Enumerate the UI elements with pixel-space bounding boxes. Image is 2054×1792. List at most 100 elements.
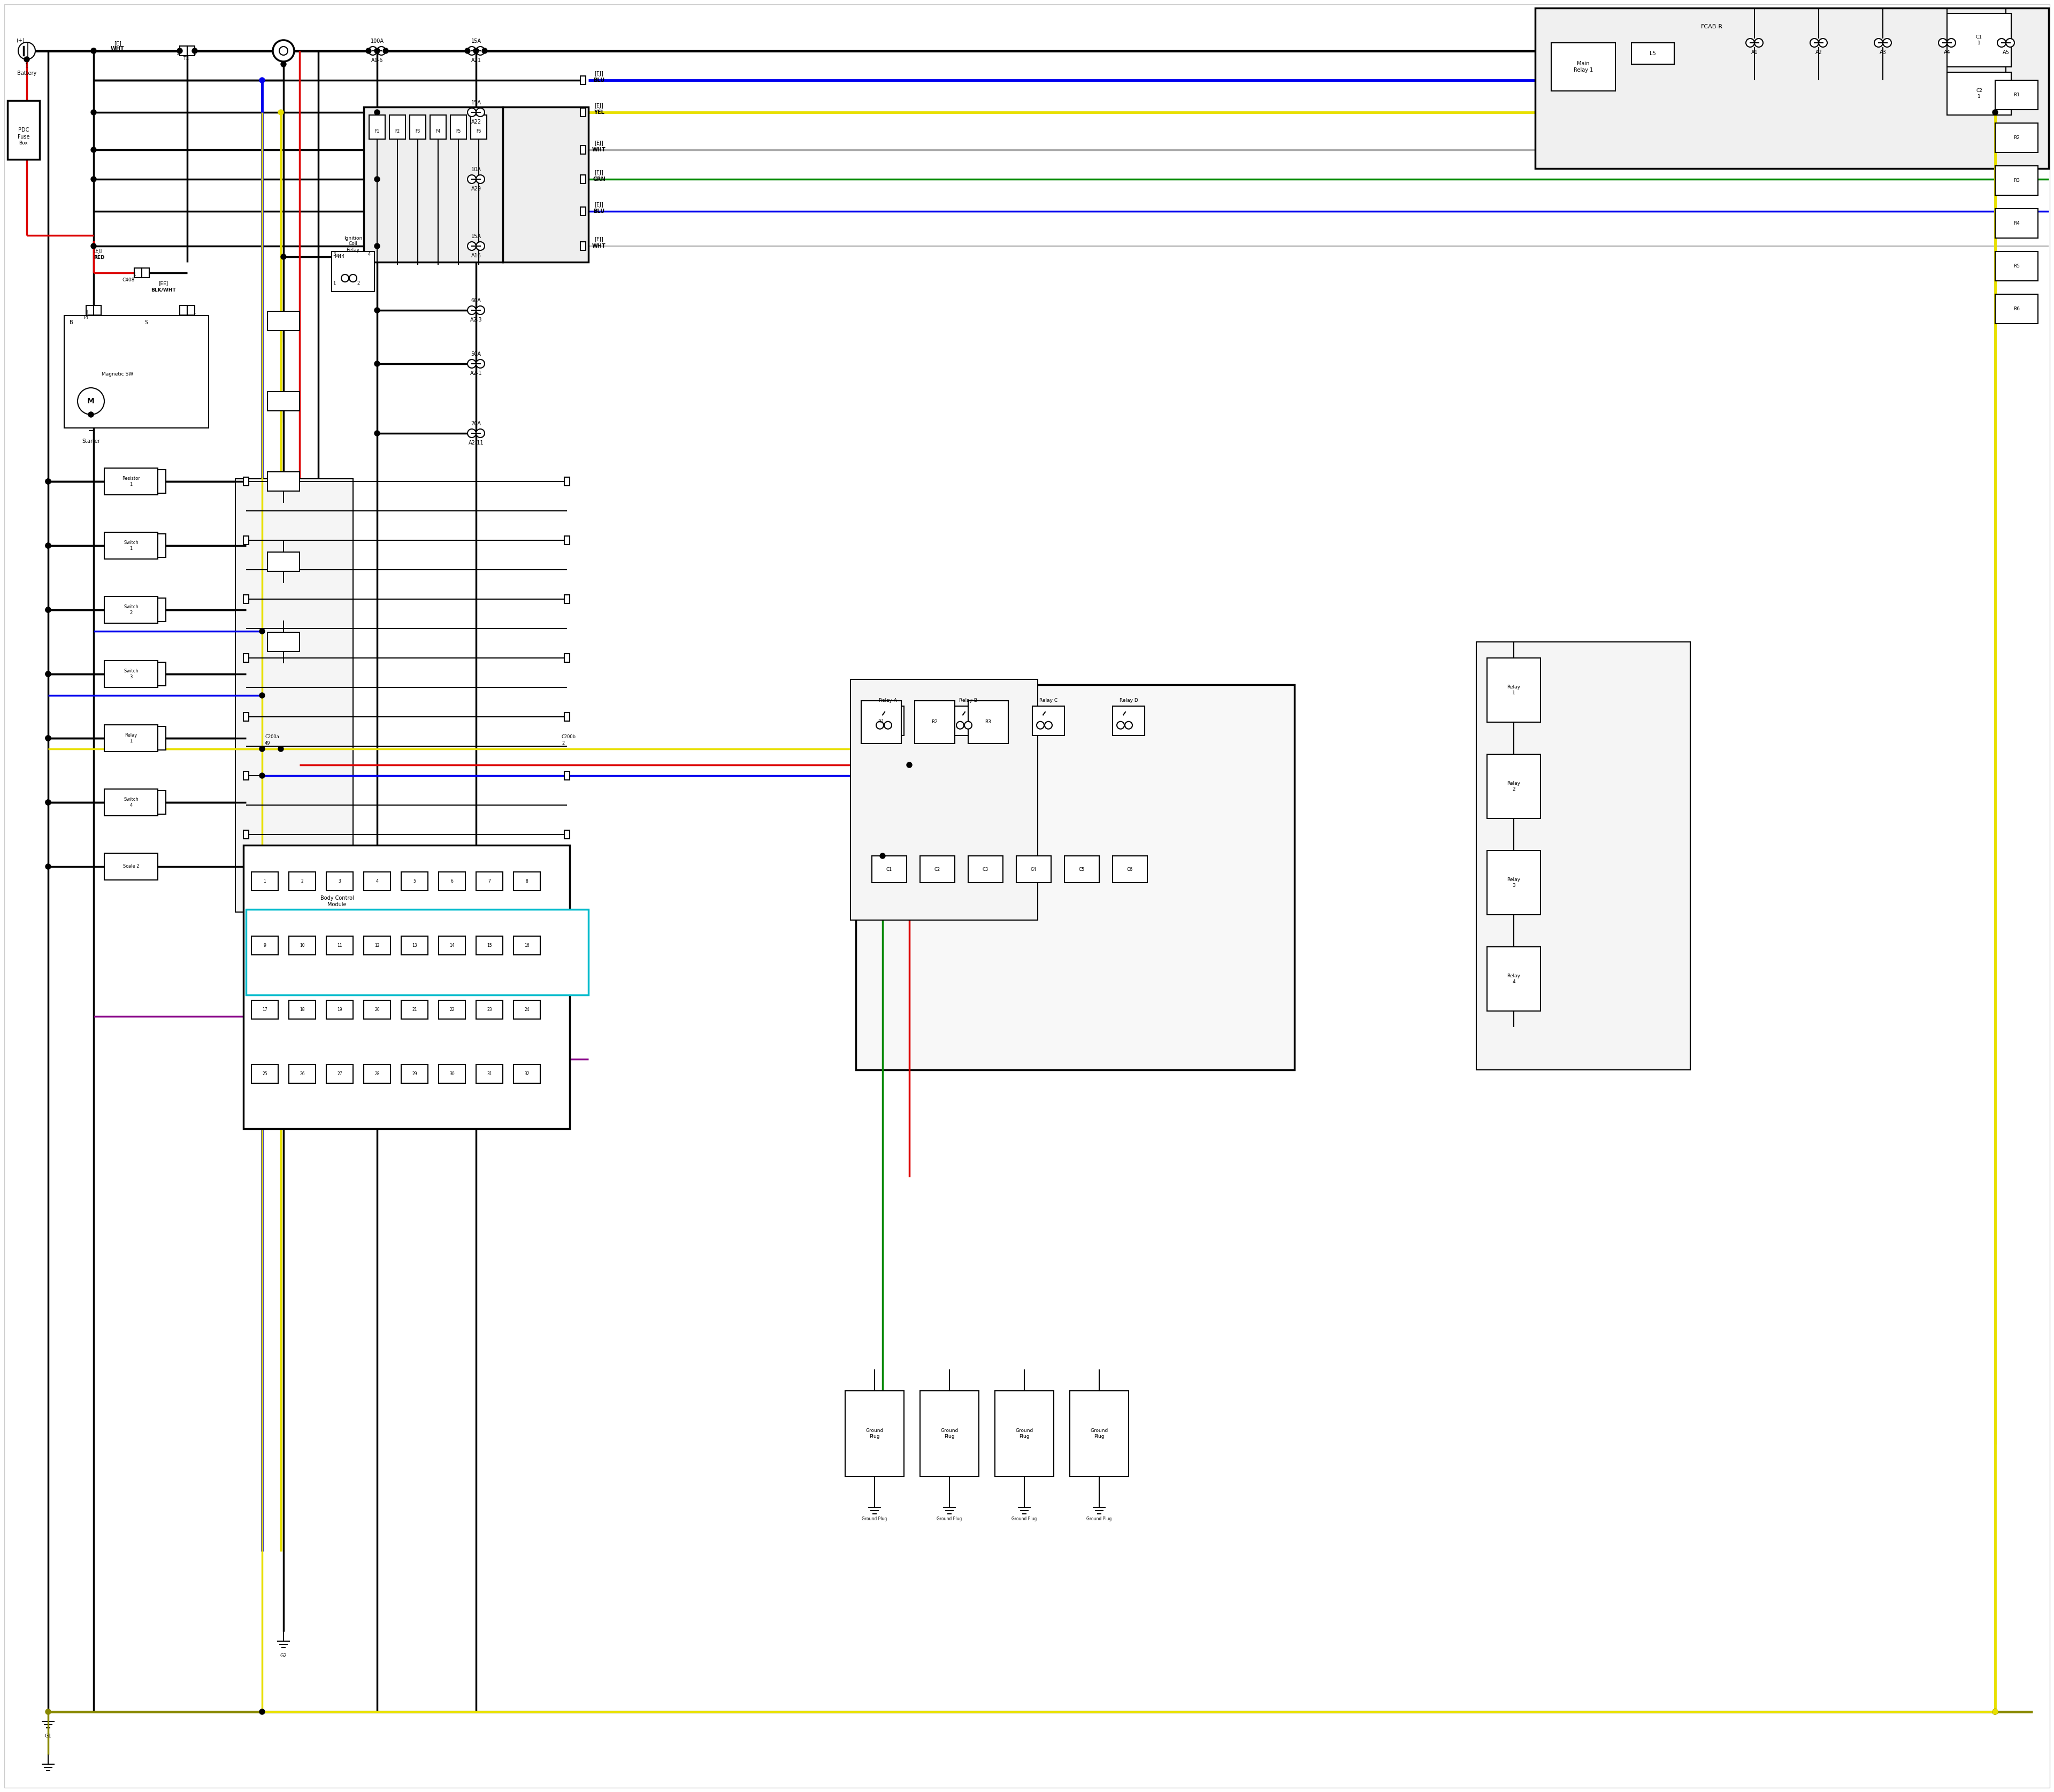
Bar (64, 315, 210, 428)
Text: Relay B: Relay B (959, 699, 978, 702)
Text: 10: 10 (300, 943, 304, 948)
Bar (953, 706, 984, 735)
Bar (477, 935, 503, 955)
Bar (105, 788, 158, 815)
Text: 12: 12 (374, 943, 380, 948)
Text: (+): (+) (16, 38, 25, 43)
Bar (117, 470, 166, 493)
Circle shape (349, 274, 357, 281)
Text: Relay
3: Relay 3 (1508, 878, 1520, 887)
Text: Relay
1: Relay 1 (125, 733, 138, 744)
Circle shape (90, 177, 97, 181)
Bar (514, 1000, 540, 1020)
Text: PDC: PDC (18, 127, 29, 133)
Bar (1994, 81, 2038, 109)
Bar (470, 115, 487, 140)
Bar (477, 873, 503, 891)
Circle shape (883, 722, 891, 729)
Bar (1994, 294, 2038, 324)
Text: 29: 29 (413, 1072, 417, 1075)
Bar (236, 478, 353, 912)
Text: 15: 15 (487, 943, 493, 948)
Bar (1947, 13, 2011, 66)
Text: A21: A21 (470, 57, 481, 63)
Text: C408: C408 (123, 278, 136, 283)
Text: C200a: C200a (265, 735, 279, 740)
Text: 100A: 100A (370, 38, 384, 43)
Bar (117, 534, 166, 557)
Bar (581, 108, 585, 116)
Bar (290, 1064, 316, 1082)
Text: R5: R5 (2013, 263, 2019, 269)
Text: M: M (86, 398, 94, 405)
Circle shape (1873, 38, 1884, 47)
Text: C6: C6 (1128, 867, 1132, 871)
Bar (503, 108, 587, 262)
Circle shape (1992, 1710, 1999, 1715)
Bar (1534, 7, 2048, 168)
Bar (117, 663, 166, 686)
Bar (1631, 43, 1674, 65)
Text: Ground Plug: Ground Plug (863, 1516, 887, 1521)
Text: 21: 21 (413, 1007, 417, 1012)
Bar (581, 145, 585, 154)
Bar (1017, 857, 1052, 883)
Circle shape (259, 629, 265, 634)
Text: T4: T4 (82, 315, 88, 321)
Bar (409, 115, 425, 140)
Bar (857, 685, 1294, 1070)
Bar (477, 1000, 503, 1020)
Text: 4: 4 (376, 878, 378, 883)
Text: Switch
4: Switch 4 (123, 797, 138, 808)
Circle shape (468, 306, 477, 315)
Bar (290, 1000, 316, 1020)
Text: 32: 32 (524, 1072, 530, 1075)
Text: F4: F4 (435, 129, 440, 133)
Text: Main
Relay 1: Main Relay 1 (1573, 61, 1594, 73)
Text: C200b: C200b (561, 735, 575, 740)
Circle shape (90, 109, 97, 115)
Text: 10A: 10A (470, 167, 481, 172)
Bar (514, 935, 540, 955)
Circle shape (374, 109, 380, 115)
Circle shape (468, 108, 477, 116)
Circle shape (468, 428, 477, 437)
Text: WHT: WHT (592, 147, 606, 152)
Text: 11: 11 (337, 943, 343, 948)
Text: B: B (70, 321, 74, 324)
Text: 19: 19 (337, 1007, 343, 1012)
Text: 3: 3 (339, 878, 341, 883)
Text: A3: A3 (1879, 50, 1886, 56)
Bar (327, 935, 353, 955)
Bar (1064, 857, 1099, 883)
Bar (920, 857, 955, 883)
Text: Resistor
1: Resistor 1 (121, 477, 140, 487)
Bar (565, 713, 569, 720)
Text: RED: RED (94, 256, 105, 260)
Circle shape (378, 47, 386, 56)
Text: FCAB-R: FCAB-R (1701, 23, 1723, 29)
Text: F3: F3 (415, 129, 421, 133)
Text: R2: R2 (930, 720, 937, 724)
Text: 31: 31 (487, 1072, 493, 1075)
Bar (967, 701, 1009, 744)
Text: 26: 26 (300, 1072, 304, 1075)
Bar (401, 873, 427, 891)
Text: 1: 1 (25, 63, 29, 68)
Bar (440, 873, 466, 891)
Text: L5: L5 (1649, 50, 1656, 56)
Bar (1994, 124, 2038, 152)
Bar (181, 305, 187, 315)
Circle shape (90, 147, 97, 152)
Circle shape (177, 48, 183, 54)
Text: M44: M44 (335, 254, 345, 260)
Text: T1: T1 (183, 56, 189, 61)
Bar (1487, 851, 1540, 914)
Bar (1070, 1391, 1128, 1477)
Circle shape (273, 39, 294, 61)
Bar (581, 75, 585, 84)
Bar (477, 1064, 503, 1082)
Circle shape (468, 176, 477, 183)
Bar (187, 47, 195, 56)
Circle shape (259, 1710, 265, 1715)
